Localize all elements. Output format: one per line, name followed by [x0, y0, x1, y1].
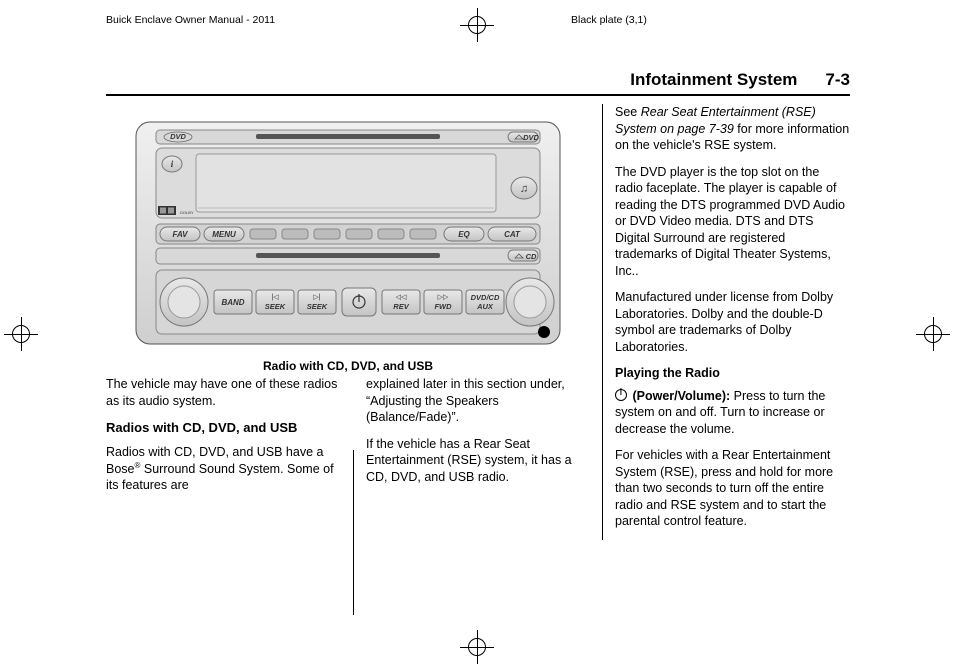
- svg-text:DOLBY: DOLBY: [180, 210, 194, 215]
- column-divider-1-2: [353, 450, 354, 615]
- svg-text:SEEK: SEEK: [265, 302, 286, 311]
- svg-text:BAND: BAND: [221, 298, 244, 307]
- column-1: The vehicle may have one of these radios…: [106, 376, 354, 540]
- svg-text:|◁: |◁: [271, 294, 279, 301]
- svg-text:◁◁: ◁◁: [396, 294, 407, 301]
- svg-text:♫: ♫: [520, 183, 528, 195]
- chapter-title: Infotainment System: [630, 70, 797, 90]
- svg-text:CD: CD: [526, 252, 537, 261]
- col1-p1: The vehicle may have one of these radios…: [106, 376, 342, 409]
- col3-p4: (Power/Volume): Press to turn the system…: [615, 388, 850, 438]
- column-3: See Rear Seat Entertainment (RSE) System…: [602, 104, 850, 540]
- btn-fav: FAV: [173, 230, 189, 239]
- svg-text:DVD: DVD: [523, 133, 539, 142]
- radio-illustration: DVD DVD i ♫: [106, 118, 590, 348]
- figure-caption: Radio with CD, DVD, and USB: [106, 359, 590, 373]
- crop-mark-right: [916, 317, 950, 351]
- col2-p2: If the vehicle has a Rear Seat Entertain…: [366, 436, 590, 486]
- btn-menu: MENU: [212, 230, 236, 239]
- svg-text:▷|: ▷|: [313, 294, 320, 301]
- col3-p3: Manufactured under license from Dolby La…: [615, 289, 850, 355]
- svg-text:DVD: DVD: [170, 132, 186, 141]
- svg-text:FWD: FWD: [434, 302, 452, 311]
- svg-text:REV: REV: [393, 302, 409, 311]
- svg-text:SEEK: SEEK: [307, 302, 328, 311]
- col3-p1: See Rear Seat Entertainment (RSE) System…: [615, 104, 850, 154]
- crop-mark-left: [4, 317, 38, 351]
- page-number: 7-3: [825, 70, 850, 90]
- col3-heading: Playing the Radio: [615, 365, 850, 382]
- col1-heading: Radios with CD, DVD, and USB: [106, 419, 342, 436]
- svg-text:DVD/CD: DVD/CD: [471, 293, 500, 302]
- svg-text:AUX: AUX: [476, 302, 494, 311]
- column-2: explained later in this section under, “…: [354, 376, 602, 540]
- btn-cat: CAT: [504, 230, 521, 239]
- page-content: Infotainment System 7-3: [106, 70, 850, 540]
- svg-text:▷▷: ▷▷: [438, 294, 449, 301]
- col3-p2: The DVD player is the top slot on the ra…: [615, 164, 850, 280]
- print-info-right: Black plate (3,1): [571, 14, 647, 26]
- print-info-left: Buick Enclave Owner Manual - 2011: [106, 14, 275, 26]
- crop-mark-bottom: [460, 630, 494, 664]
- col2-p1: explained later in this section under, “…: [366, 376, 590, 426]
- radio-figure: DVD DVD i ♫: [106, 118, 590, 370]
- crop-mark-top: [460, 8, 494, 42]
- power-icon: [615, 389, 627, 401]
- chapter-header: Infotainment System 7-3: [106, 70, 850, 96]
- btn-eq: EQ: [458, 230, 470, 239]
- col1-p2: Radios with CD, DVD, and USB have a Bose…: [106, 444, 342, 494]
- col3-p5: For vehicles with a Rear Entertainment S…: [615, 447, 850, 530]
